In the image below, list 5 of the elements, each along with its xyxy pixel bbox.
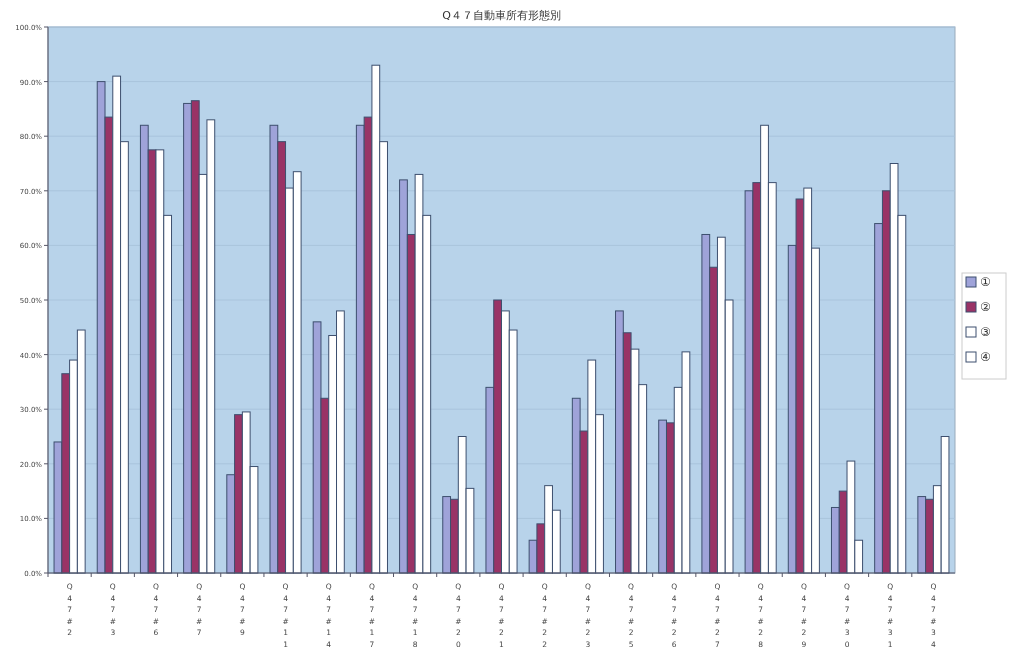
chart-title: Q４７自動車所有形態別 xyxy=(442,9,561,22)
legend-label: ③ xyxy=(980,325,991,339)
legend-label: ① xyxy=(980,275,991,289)
legend-label: ④ xyxy=(980,350,991,364)
legend-label: ② xyxy=(980,300,991,314)
